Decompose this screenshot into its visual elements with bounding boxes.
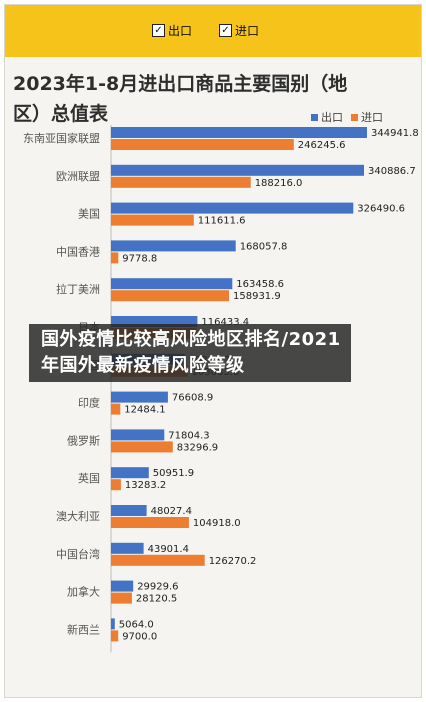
import-filter-checkbox[interactable]: ✓ 进口 [219, 22, 259, 39]
data-label-export: 29929.6 [137, 582, 178, 593]
category-label: 中国台湾 [56, 547, 100, 561]
chart-legend: 出口 进口 [311, 109, 383, 125]
bar-export[interactable] [111, 316, 198, 327]
category-label: 印度 [78, 396, 100, 410]
bar-export[interactable] [111, 278, 233, 290]
bar-export[interactable] [111, 202, 354, 214]
data-label-import: 111611.6 [198, 216, 246, 227]
bar-export[interactable] [111, 127, 367, 138]
bar-import[interactable] [111, 139, 294, 150]
data-label-import: 104918.0 [193, 518, 241, 529]
legend-label-export: 出口 [321, 111, 343, 124]
data-label-export: 5064.0 [119, 619, 154, 630]
data-label-export: 50951.9 [153, 468, 194, 479]
data-label-import: 83296.9 [177, 442, 218, 453]
bar-export[interactable] [111, 429, 165, 441]
checkbox-check-icon: ✓ [219, 24, 232, 37]
bar-import[interactable] [111, 630, 119, 642]
legend-item-import[interactable]: 进口 [351, 109, 383, 125]
data-label-export: 71804.3 [168, 430, 209, 441]
category-label: 东南亚国家联盟 [23, 131, 100, 145]
data-label-export: 326490.6 [357, 204, 405, 215]
checkbox-check-icon: ✓ [152, 24, 165, 37]
bar-import[interactable] [111, 479, 121, 491]
data-label-import: 188216.0 [255, 178, 303, 189]
data-label-export: 116433.4 [201, 317, 249, 328]
data-label-import: 28120.5 [136, 594, 177, 605]
data-label-export: 344941.8 [371, 128, 419, 139]
category-label: 新西兰 [67, 622, 100, 636]
category-label: 澳大利亚 [56, 509, 100, 523]
category-label: 英国 [78, 471, 100, 485]
bar-export[interactable] [111, 240, 236, 252]
category-label: 中国香港 [56, 245, 100, 258]
bar-import[interactable] [111, 403, 121, 415]
chart-title-line-2: 区）总值表 [13, 103, 109, 125]
data-label-export: 76608.9 [172, 393, 213, 404]
bar-import[interactable] [111, 554, 205, 566]
bar-export[interactable] [111, 467, 149, 479]
data-label-export: 43901.4 [148, 544, 189, 555]
bar-import[interactable] [111, 441, 173, 453]
headline-overlay-text[interactable]: 国外疫情比较高风险地区排名/2021年国外最新疫情风险等级 [41, 329, 341, 376]
legend-item-export[interactable]: 出口 [311, 109, 343, 125]
data-label-export: 340886.7 [368, 166, 416, 177]
bar-import[interactable] [111, 252, 119, 264]
bar-import[interactable] [111, 517, 189, 528]
bar-export[interactable] [111, 542, 144, 554]
category-label: 拉丁美洲 [56, 282, 100, 296]
chart-frame: ✓ 出口 ✓ 进口 2023年1-8月进出口商品主要国别（地 区）总值表 出口 … [4, 4, 422, 698]
category-label: 欧洲联盟 [56, 170, 100, 183]
category-label: 俄罗斯 [67, 434, 100, 447]
bar-import[interactable] [111, 214, 194, 226]
export-filter-checkbox[interactable]: ✓ 出口 [152, 22, 192, 39]
data-label-export: 48027.4 [151, 506, 192, 517]
data-label-import: 13283.2 [125, 480, 166, 491]
bar-export[interactable] [111, 618, 115, 630]
series-filter-bar: ✓ 出口 ✓ 进口 [5, 5, 421, 57]
category-label: 加拿大 [67, 585, 100, 599]
legend-swatch-import [351, 113, 358, 121]
bar-export[interactable] [111, 391, 168, 403]
data-label-export: 168057.8 [240, 241, 288, 252]
legend-swatch-export [311, 113, 318, 121]
data-label-import: 158931.9 [233, 291, 281, 302]
data-label-import: 9700.0 [122, 631, 157, 642]
data-label-import: 246245.6 [298, 140, 346, 151]
category-label: 美国 [78, 208, 100, 221]
export-filter-label: 出口 [168, 24, 193, 38]
legend-label-import: 进口 [361, 111, 383, 124]
data-label-import: 9778.8 [122, 253, 157, 264]
headline-overlay [29, 324, 351, 382]
data-label-import: 126270.2 [209, 556, 257, 567]
import-filter-label: 进口 [235, 24, 260, 38]
data-label-import: 12484.1 [124, 405, 165, 416]
bar-import[interactable] [111, 290, 229, 302]
bar-export[interactable] [111, 505, 147, 516]
bar-export[interactable] [111, 164, 364, 176]
data-label-export: 163458.6 [236, 279, 284, 290]
chart-title-line-1: 2023年1-8月进出口商品主要国别（地 [13, 73, 348, 95]
bar-import[interactable] [111, 176, 251, 188]
bar-export[interactable] [111, 580, 134, 592]
bar-import[interactable] [111, 592, 132, 604]
